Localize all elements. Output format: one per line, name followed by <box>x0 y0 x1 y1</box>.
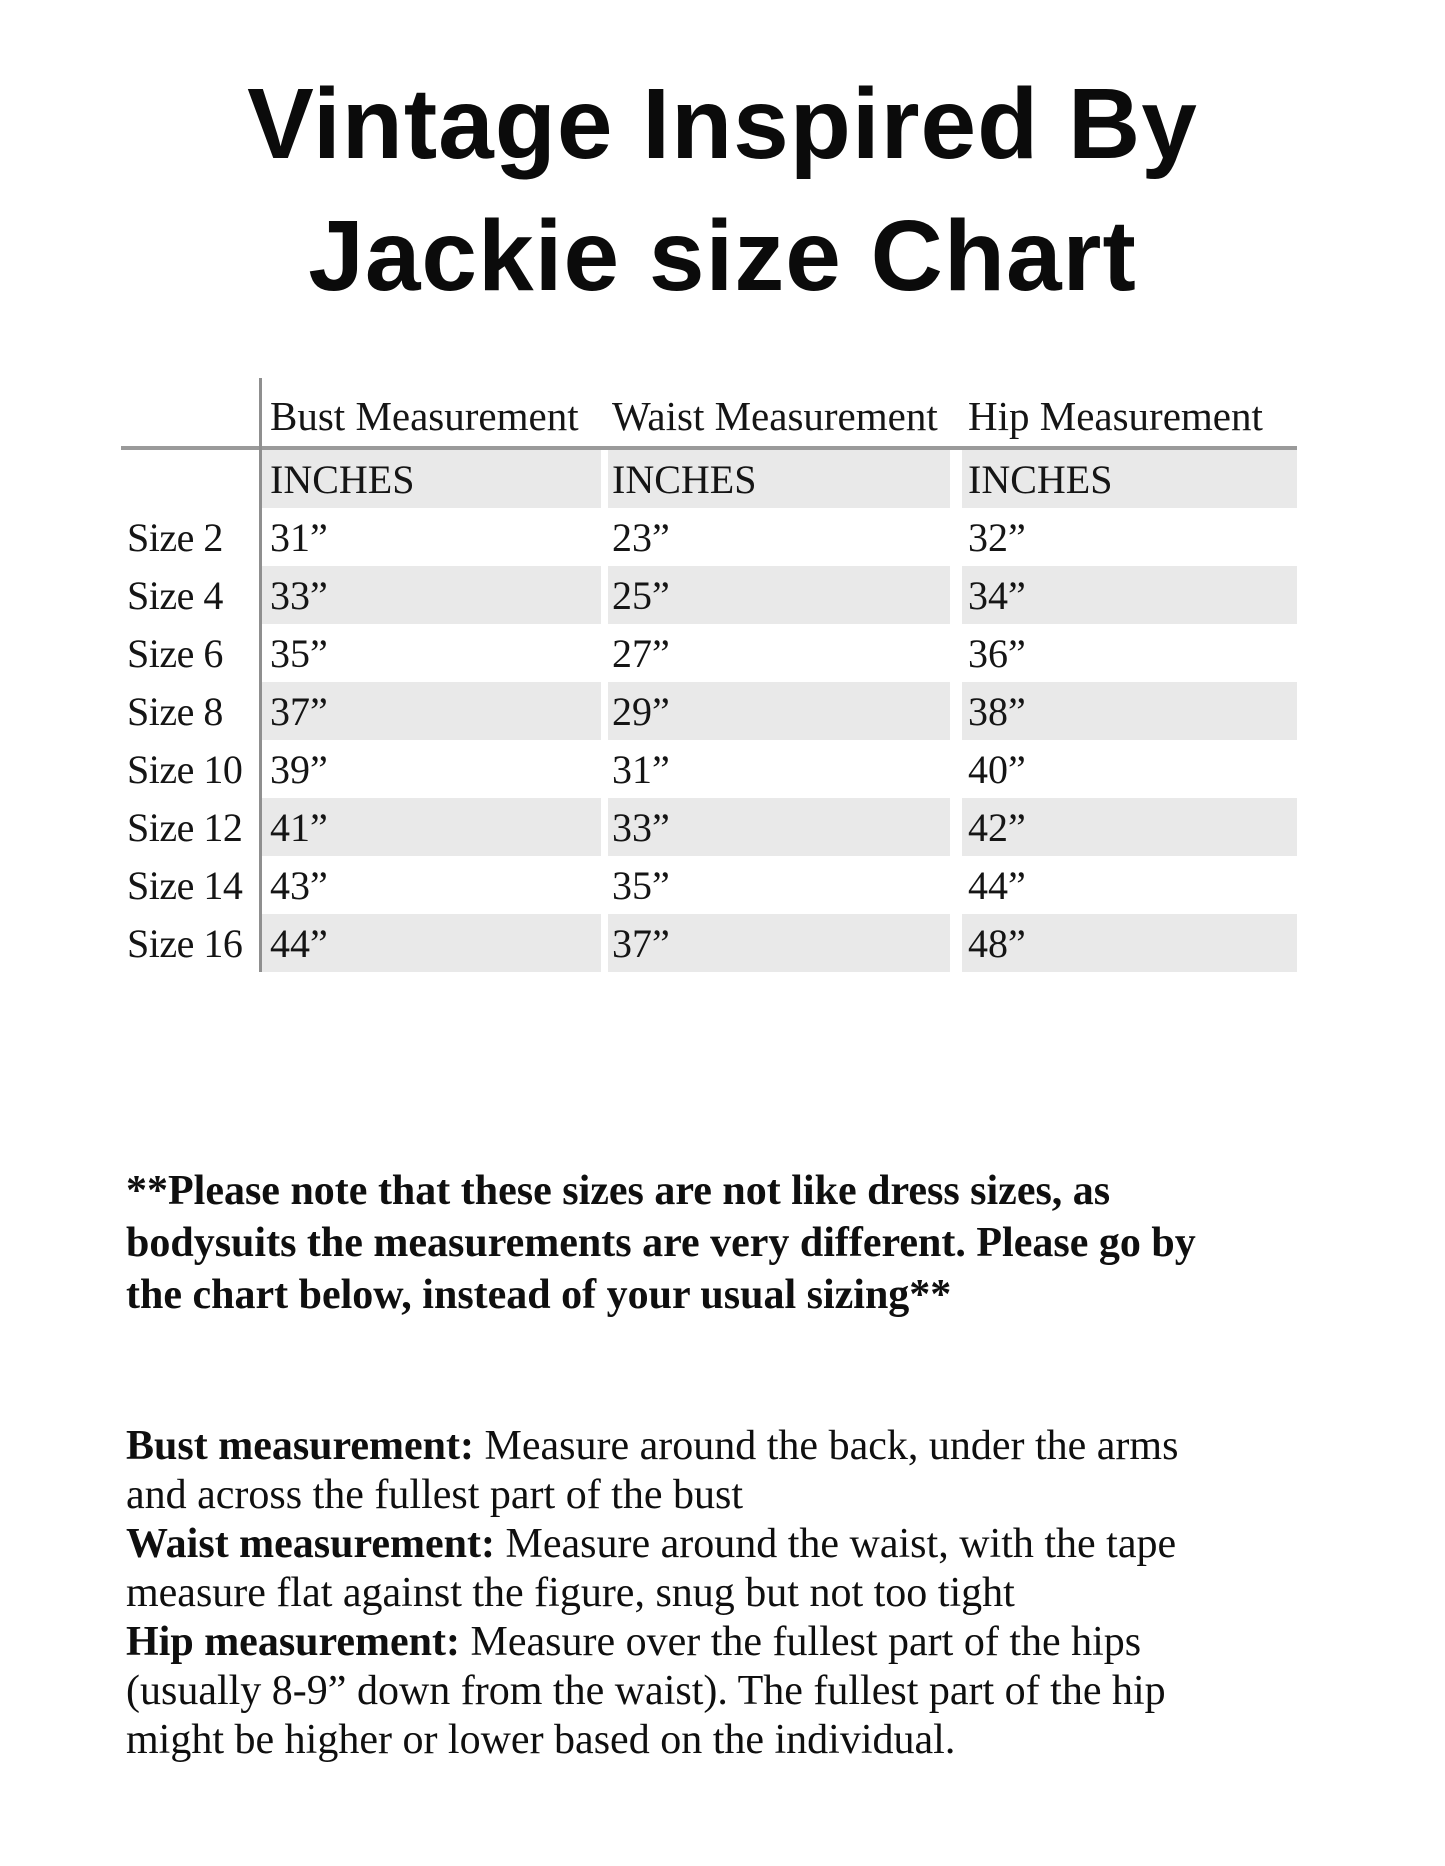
column-header-hip: Hip Measurement <box>968 393 1263 439</box>
column-gap <box>601 740 608 798</box>
hip-value: 36” <box>968 630 1026 676</box>
size-table: Bust Measurement Waist Measurement Hip M… <box>121 378 1297 972</box>
hip-value: 40” <box>968 746 1026 792</box>
waist-instruction-text: Measure around the waist, with the tape … <box>126 1521 1177 1616</box>
table-row-size-2: Size 2 31” 23” 32” <box>121 508 1297 566</box>
column-gap <box>950 624 962 682</box>
table-row-size-10: Size 10 39” 31” 40” <box>121 740 1297 798</box>
bust-value: 35” <box>270 630 328 676</box>
bust-value: 41” <box>262 798 601 856</box>
column-gap <box>601 508 608 566</box>
waist-value: 33” <box>608 798 950 856</box>
column-gap <box>601 682 608 740</box>
bust-value: 31” <box>270 514 328 560</box>
row-label: Size 6 <box>121 624 262 682</box>
page-title-line-2: Jackie size Chart <box>308 200 1137 312</box>
column-gap <box>950 856 962 914</box>
waist-instruction: Waist measurement: Measure around the wa… <box>126 1520 1386 1618</box>
column-gap <box>601 914 608 972</box>
hip-instruction-text: Measure over the fullest part of the hip… <box>126 1619 1166 1763</box>
units-label-spacer <box>121 450 262 508</box>
table-row-size-4: Size 4 33” 25” 34” <box>121 566 1297 624</box>
waist-value: 29” <box>608 682 950 740</box>
column-header-bust: Bust Measurement <box>270 393 579 439</box>
hip-value: 44” <box>968 862 1026 908</box>
table-units-row: INCHES INCHES INCHES <box>121 450 1297 508</box>
bust-instruction-label: Bust measurement: <box>126 1423 475 1469</box>
row-label: Size 8 <box>121 682 262 740</box>
column-gap <box>601 624 608 682</box>
header-divider-rule <box>121 446 1297 450</box>
column-gap <box>950 914 962 972</box>
column-gap <box>950 740 962 798</box>
waist-value: 23” <box>612 514 670 560</box>
column-gap <box>950 798 962 856</box>
column-gap <box>950 566 962 624</box>
column-gap <box>601 566 608 624</box>
units-bust: INCHES <box>262 450 601 508</box>
column-gap <box>950 508 962 566</box>
column-gap <box>950 682 962 740</box>
waist-value: 37” <box>608 914 950 972</box>
bust-value: 39” <box>270 746 328 792</box>
row-label: Size 4 <box>121 566 262 624</box>
waist-value: 25” <box>608 566 950 624</box>
row-label: Size 10 <box>121 740 262 798</box>
column-gap <box>601 856 608 914</box>
hip-value: 38” <box>962 682 1297 740</box>
row-label: Size 14 <box>121 856 262 914</box>
measurement-instructions: Bust measurement: Measure around the bac… <box>126 1422 1386 1765</box>
column-gap <box>950 378 962 446</box>
bust-instruction: Bust measurement: Measure around the bac… <box>126 1422 1386 1520</box>
row-label: Size 2 <box>121 508 262 566</box>
table-row-size-6: Size 6 35” 27” 36” <box>121 624 1297 682</box>
bust-value: 43” <box>270 862 328 908</box>
column-gap <box>601 450 608 508</box>
column-gap <box>950 450 962 508</box>
table-row-size-16: Size 16 44” 37” 48” <box>121 914 1297 972</box>
table-header-row: Bust Measurement Waist Measurement Hip M… <box>121 378 1297 446</box>
units-waist: INCHES <box>608 450 950 508</box>
bust-instruction-text: Measure around the back, under the arms … <box>126 1423 1179 1518</box>
hip-instruction-label: Hip measurement: <box>126 1619 461 1665</box>
table-row-size-12: Size 12 41” 33” 42” <box>121 798 1297 856</box>
waist-value: 35” <box>612 862 670 908</box>
hip-instruction: Hip measurement: Measure over the fulles… <box>126 1618 1386 1765</box>
waist-value: 27” <box>612 630 670 676</box>
column-gap <box>601 798 608 856</box>
page-title-line-1: Vintage Inspired By <box>247 68 1198 180</box>
bust-value: 37” <box>262 682 601 740</box>
hip-value: 48” <box>962 914 1297 972</box>
table-row-size-8: Size 8 37” 29” 38” <box>121 682 1297 740</box>
column-gap <box>601 378 608 446</box>
column-header-waist: Waist Measurement <box>612 393 938 439</box>
hip-value: 42” <box>962 798 1297 856</box>
table-vertical-rule <box>259 378 262 972</box>
units-hip: INCHES <box>962 450 1297 508</box>
page-title: Vintage Inspired By Jackie size Chart <box>0 58 1445 322</box>
row-label: Size 16 <box>121 914 262 972</box>
waist-value: 31” <box>612 746 670 792</box>
table-row-size-14: Size 14 43” 35” 44” <box>121 856 1297 914</box>
sizing-note: **Please note that these sizes are not l… <box>126 1168 1196 1318</box>
row-label: Size 12 <box>121 798 262 856</box>
hip-value: 32” <box>968 514 1026 560</box>
hip-value: 34” <box>962 566 1297 624</box>
header-label-spacer <box>121 378 262 446</box>
waist-instruction-label: Waist measurement: <box>126 1521 495 1567</box>
bust-value: 33” <box>262 566 601 624</box>
bust-value: 44” <box>262 914 601 972</box>
